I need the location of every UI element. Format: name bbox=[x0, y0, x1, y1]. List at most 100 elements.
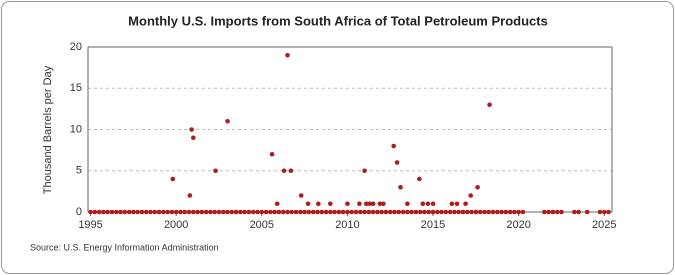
point bbox=[463, 201, 468, 207]
point bbox=[225, 209, 230, 215]
point bbox=[420, 201, 426, 207]
point bbox=[499, 209, 504, 215]
point bbox=[362, 209, 367, 215]
point bbox=[452, 209, 457, 215]
point bbox=[131, 209, 136, 215]
point bbox=[229, 209, 235, 215]
point bbox=[516, 209, 521, 215]
y-tick-label: 10 bbox=[70, 123, 82, 135]
point bbox=[576, 209, 581, 215]
point bbox=[340, 209, 346, 215]
x-tick-label: 1995 bbox=[78, 219, 102, 231]
y-tick-label: 15 bbox=[70, 82, 82, 94]
x-tick-label: 2015 bbox=[421, 219, 445, 231]
point bbox=[375, 209, 380, 215]
point bbox=[135, 209, 140, 215]
point bbox=[269, 151, 275, 157]
point bbox=[170, 176, 176, 182]
point bbox=[487, 102, 492, 108]
point bbox=[285, 209, 290, 215]
y-tick-label: 0 bbox=[76, 206, 82, 218]
point bbox=[367, 201, 372, 207]
point bbox=[195, 209, 200, 215]
point bbox=[109, 209, 115, 215]
point bbox=[422, 209, 427, 215]
point bbox=[473, 209, 479, 215]
point bbox=[550, 209, 556, 215]
point bbox=[490, 209, 496, 215]
point bbox=[413, 209, 419, 215]
point bbox=[274, 201, 280, 207]
point bbox=[426, 209, 432, 215]
point bbox=[268, 209, 273, 215]
point bbox=[191, 209, 196, 215]
point bbox=[263, 209, 269, 215]
point bbox=[357, 209, 363, 215]
point bbox=[148, 209, 153, 215]
point bbox=[482, 209, 487, 215]
x-tick-label: 2010 bbox=[335, 219, 359, 231]
point bbox=[225, 118, 230, 124]
point bbox=[477, 209, 483, 215]
point bbox=[387, 209, 393, 215]
point bbox=[328, 209, 333, 215]
point bbox=[435, 209, 440, 215]
point bbox=[126, 209, 132, 215]
point bbox=[469, 209, 474, 215]
point bbox=[255, 209, 260, 215]
point bbox=[336, 209, 342, 215]
point bbox=[391, 143, 396, 149]
point bbox=[319, 209, 325, 215]
point bbox=[186, 209, 192, 215]
point bbox=[456, 209, 462, 215]
point bbox=[199, 209, 205, 215]
point bbox=[161, 209, 166, 215]
point bbox=[289, 209, 295, 215]
point bbox=[208, 209, 213, 215]
point bbox=[187, 193, 193, 198]
point bbox=[191, 135, 196, 141]
point bbox=[88, 209, 93, 215]
point bbox=[315, 209, 320, 215]
point bbox=[285, 52, 290, 58]
point bbox=[394, 160, 400, 165]
point bbox=[494, 209, 500, 215]
point bbox=[554, 209, 560, 215]
point bbox=[503, 209, 509, 215]
point bbox=[242, 209, 247, 215]
point bbox=[92, 209, 98, 215]
point bbox=[250, 209, 256, 215]
point bbox=[377, 201, 383, 207]
point bbox=[233, 209, 239, 215]
point bbox=[460, 209, 466, 215]
point bbox=[345, 201, 350, 207]
point bbox=[276, 209, 282, 215]
point bbox=[182, 209, 188, 215]
point bbox=[139, 209, 145, 215]
point bbox=[507, 209, 513, 215]
point bbox=[105, 209, 110, 215]
point bbox=[272, 209, 277, 215]
point bbox=[542, 209, 547, 215]
point bbox=[486, 209, 492, 215]
point bbox=[213, 168, 218, 174]
x-tick-label: 2020 bbox=[506, 219, 530, 231]
point bbox=[439, 209, 444, 215]
point bbox=[189, 127, 194, 132]
point bbox=[165, 209, 170, 215]
point bbox=[417, 176, 422, 182]
point bbox=[305, 201, 311, 207]
point bbox=[584, 209, 590, 215]
point bbox=[370, 209, 376, 215]
point bbox=[156, 209, 162, 215]
point bbox=[405, 201, 410, 207]
point bbox=[203, 209, 209, 215]
point bbox=[449, 201, 455, 207]
y-axis-label: Thousand Barrels per Day bbox=[42, 65, 54, 194]
point bbox=[349, 209, 355, 215]
point bbox=[520, 209, 526, 215]
x-tick-label: 2000 bbox=[164, 219, 188, 231]
point bbox=[601, 209, 607, 215]
point bbox=[430, 209, 436, 215]
